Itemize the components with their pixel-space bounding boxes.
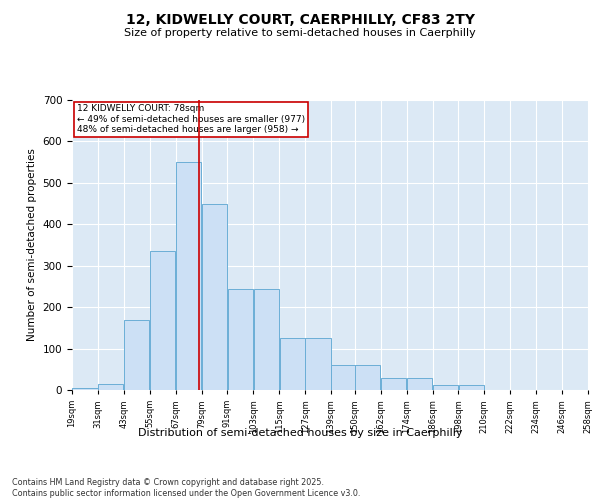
Bar [176, 162, 201, 390]
Text: 12, KIDWELLY COURT, CAERPHILLY, CF83 2TY: 12, KIDWELLY COURT, CAERPHILLY, CF83 2TY [125, 12, 475, 26]
Bar [407, 378, 432, 390]
Bar [150, 251, 175, 390]
Text: Distribution of semi-detached houses by size in Caerphilly: Distribution of semi-detached houses by … [138, 428, 462, 438]
Bar [280, 338, 305, 390]
Bar [433, 385, 458, 390]
Bar [305, 338, 331, 390]
Bar [459, 385, 484, 390]
Bar [381, 378, 406, 390]
Bar [73, 388, 98, 390]
Text: 12 KIDWELLY COURT: 78sqm
← 49% of semi-detached houses are smaller (977)
48% of : 12 KIDWELLY COURT: 78sqm ← 49% of semi-d… [77, 104, 305, 134]
Bar [124, 320, 149, 390]
Text: Contains HM Land Registry data © Crown copyright and database right 2025.
Contai: Contains HM Land Registry data © Crown c… [12, 478, 361, 498]
Bar [228, 288, 253, 390]
Bar [331, 365, 356, 390]
Bar [98, 384, 124, 390]
Bar [202, 204, 227, 390]
Bar [254, 288, 279, 390]
Y-axis label: Number of semi-detached properties: Number of semi-detached properties [27, 148, 37, 342]
Bar [355, 365, 380, 390]
Text: Size of property relative to semi-detached houses in Caerphilly: Size of property relative to semi-detach… [124, 28, 476, 38]
